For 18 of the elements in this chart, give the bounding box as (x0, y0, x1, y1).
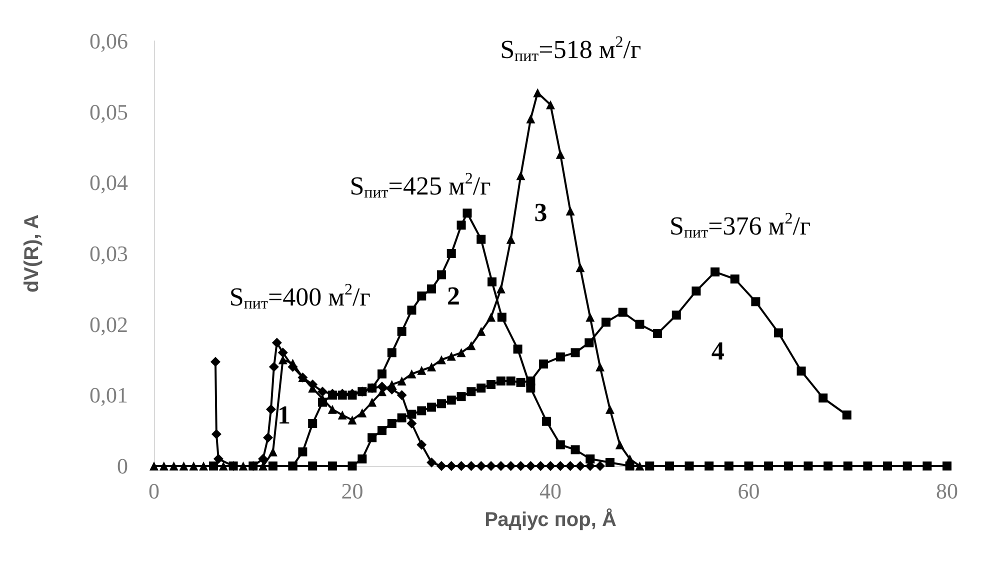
y-tick-label: 0,04 (90, 170, 128, 196)
y-tick-label: 0,05 (90, 99, 128, 124)
y-tick-label: 0,06 (90, 28, 128, 54)
y-axis-title: dV(R), A (21, 214, 43, 293)
y-tick-label: 0 (117, 454, 128, 478)
annotation: 1 (277, 400, 290, 430)
x-axis-title: Радіус пор, Å (484, 508, 616, 531)
x-tick-label: 60 (738, 478, 760, 504)
x-tick-label: 20 (341, 478, 364, 504)
x-tick-label: 0 (148, 478, 160, 504)
y-tick-label: 0,02 (90, 312, 128, 337)
annotation: 4 (711, 336, 724, 366)
y-tick-label: 0,01 (90, 382, 128, 408)
x-tick-label: 40 (540, 478, 562, 504)
annotation: 3 (534, 198, 548, 228)
x-tick-label: 80 (936, 478, 958, 504)
y-tick-label: 0,03 (90, 241, 128, 266)
annotation: 2 (446, 281, 460, 310)
